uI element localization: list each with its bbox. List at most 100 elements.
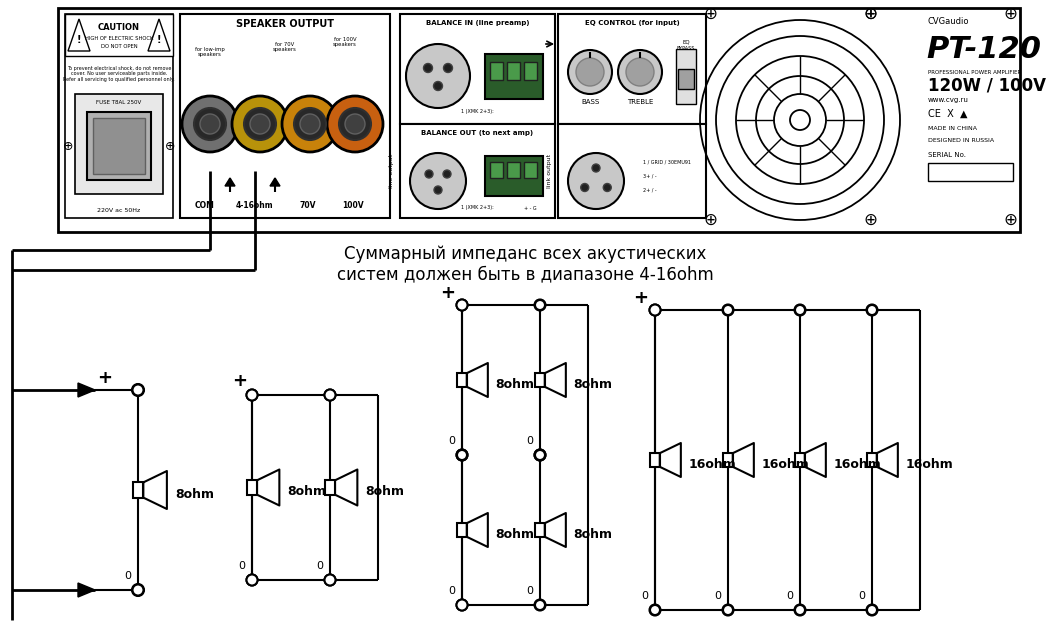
Circle shape xyxy=(866,605,878,616)
Circle shape xyxy=(535,600,545,610)
Circle shape xyxy=(406,44,470,108)
Text: SPEAKER OUTPUT: SPEAKER OUTPUT xyxy=(236,19,334,29)
Text: ⊕: ⊕ xyxy=(863,5,877,23)
Text: 0: 0 xyxy=(715,591,721,601)
Circle shape xyxy=(592,164,600,172)
Bar xyxy=(87,112,151,180)
Circle shape xyxy=(182,96,238,152)
Bar xyxy=(65,14,173,218)
Text: 0: 0 xyxy=(786,591,794,601)
Text: SERIAL No.: SERIAL No. xyxy=(928,152,966,158)
Bar xyxy=(867,453,877,467)
Text: BALANCE OUT (to next amp): BALANCE OUT (to next amp) xyxy=(421,130,534,136)
Bar xyxy=(490,162,503,178)
Circle shape xyxy=(576,58,604,86)
Text: ⊕: ⊕ xyxy=(1003,5,1017,23)
Text: 8ohm: 8ohm xyxy=(574,527,613,541)
Circle shape xyxy=(535,449,545,461)
Bar xyxy=(651,453,660,467)
Text: !: ! xyxy=(77,35,81,45)
Bar xyxy=(485,54,543,99)
Circle shape xyxy=(535,299,545,311)
Circle shape xyxy=(535,450,545,460)
Circle shape xyxy=(325,389,335,401)
Circle shape xyxy=(568,153,624,209)
Text: DO NOT OPEN: DO NOT OPEN xyxy=(101,43,138,49)
Circle shape xyxy=(535,300,545,310)
Circle shape xyxy=(456,449,468,461)
Circle shape xyxy=(247,389,257,401)
Circle shape xyxy=(456,600,468,610)
Text: 8ohm: 8ohm xyxy=(287,485,327,498)
Text: 100V: 100V xyxy=(343,202,364,210)
Text: for low-imp
speakers: for low-imp speakers xyxy=(195,47,225,57)
Circle shape xyxy=(424,64,433,72)
Bar xyxy=(678,69,694,89)
Text: FUSE T8AL 250V: FUSE T8AL 250V xyxy=(97,100,142,105)
Polygon shape xyxy=(148,19,170,51)
Circle shape xyxy=(325,389,335,401)
Circle shape xyxy=(722,605,734,616)
Bar xyxy=(558,124,706,218)
Circle shape xyxy=(795,605,805,616)
Bar xyxy=(400,14,555,124)
Circle shape xyxy=(618,50,662,94)
Text: 0: 0 xyxy=(527,586,534,596)
Circle shape xyxy=(250,114,270,134)
Circle shape xyxy=(795,305,805,315)
Circle shape xyxy=(650,304,660,316)
Bar xyxy=(524,62,537,80)
Circle shape xyxy=(434,186,442,194)
Text: ⊕: ⊕ xyxy=(863,5,877,23)
Text: CVGaudio: CVGaudio xyxy=(928,18,969,26)
Circle shape xyxy=(425,170,433,178)
Bar xyxy=(92,118,145,174)
Bar xyxy=(180,14,390,218)
Circle shape xyxy=(867,605,877,615)
Text: 4-16ohm: 4-16ohm xyxy=(236,202,274,210)
Polygon shape xyxy=(225,178,235,186)
Bar xyxy=(400,124,555,218)
Circle shape xyxy=(244,108,276,140)
Circle shape xyxy=(866,304,878,316)
Bar xyxy=(535,373,544,387)
Bar xyxy=(58,8,1021,232)
Text: PT-120: PT-120 xyxy=(926,35,1040,64)
Circle shape xyxy=(444,170,451,178)
Text: ⊕: ⊕ xyxy=(165,139,176,152)
Text: 1 (XMK 2+3):: 1 (XMK 2+3): xyxy=(461,108,494,113)
Circle shape xyxy=(795,304,805,316)
Circle shape xyxy=(456,299,468,311)
Text: 3+ / -: 3+ / - xyxy=(643,173,657,178)
Circle shape xyxy=(327,96,383,152)
Circle shape xyxy=(456,449,468,461)
Circle shape xyxy=(325,575,335,585)
Text: +: + xyxy=(232,372,247,390)
Text: CE  X  ▲: CE X ▲ xyxy=(928,109,968,119)
Text: +: + xyxy=(98,369,112,387)
Text: 16ohm: 16ohm xyxy=(833,457,882,471)
Text: DESIGNED IN RUSSIA: DESIGNED IN RUSSIA xyxy=(928,137,994,142)
Circle shape xyxy=(410,153,466,209)
Circle shape xyxy=(456,299,468,311)
Bar xyxy=(507,62,520,80)
Text: 0: 0 xyxy=(527,436,534,446)
Circle shape xyxy=(444,64,453,72)
Polygon shape xyxy=(270,178,280,186)
Circle shape xyxy=(795,605,805,615)
Text: 16ohm: 16ohm xyxy=(688,457,737,471)
Bar xyxy=(524,162,537,178)
Text: BASS: BASS xyxy=(581,99,599,105)
Circle shape xyxy=(232,96,288,152)
Text: for 100V
speakers: for 100V speakers xyxy=(333,37,357,47)
Text: 120W / 100V: 120W / 100V xyxy=(928,77,1046,95)
Circle shape xyxy=(132,584,144,596)
Circle shape xyxy=(867,305,877,315)
Text: !: ! xyxy=(157,35,161,45)
Circle shape xyxy=(339,108,371,140)
Bar xyxy=(485,156,543,196)
Circle shape xyxy=(325,575,335,585)
Text: BALANCE IN (line preamp): BALANCE IN (line preamp) xyxy=(426,20,530,26)
Circle shape xyxy=(650,304,660,316)
Circle shape xyxy=(535,600,545,610)
